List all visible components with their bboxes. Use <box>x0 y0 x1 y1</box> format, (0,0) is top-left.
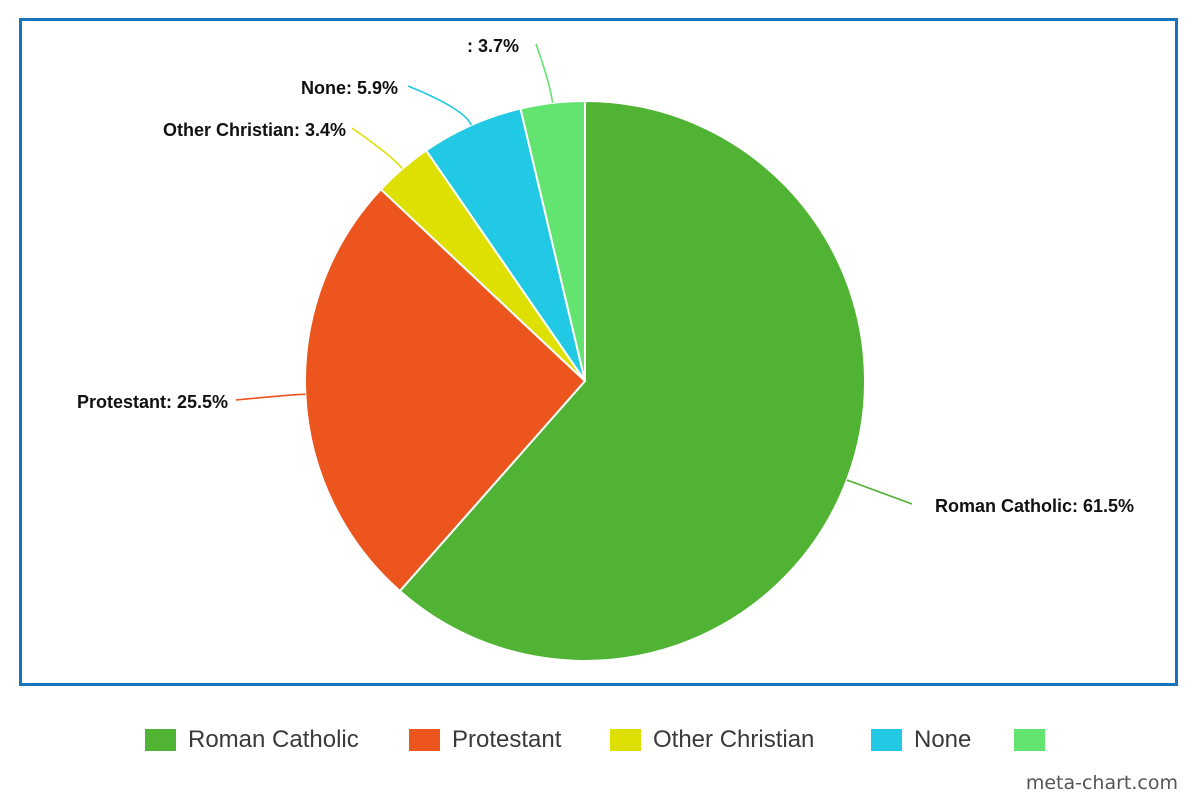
pie-slice-unlabeled[interactable] <box>519 99 586 382</box>
legend-swatch <box>409 729 440 751</box>
legend: Roman Catholic Protestant Other Christian N… <box>0 722 1200 758</box>
legend-item[interactable]: Other Christian <box>610 722 814 758</box>
legend-swatch <box>1014 729 1045 751</box>
legend-item[interactable] <box>1014 722 1057 758</box>
leader-line <box>535 43 554 103</box>
legend-swatch <box>145 729 176 751</box>
legend-item[interactable]: Roman Catholic <box>145 722 359 758</box>
slice-data-label: None: 5.9% <box>301 78 398 98</box>
leader-line <box>235 393 306 401</box>
slice-data-label: Protestant: 25.5% <box>77 392 228 412</box>
leader-line <box>351 127 404 170</box>
leader-line <box>846 479 913 505</box>
slice-data-label: Other Christian: 3.4% <box>163 120 346 140</box>
leader-line <box>407 85 473 126</box>
legend-item[interactable]: Protestant <box>409 722 561 758</box>
legend-label: Roman Catholic <box>188 726 359 753</box>
watermark: meta-chart.com <box>1025 772 1178 794</box>
legend-swatch <box>610 729 641 751</box>
legend-label: Protestant <box>452 726 562 753</box>
legend-label: None <box>914 726 972 753</box>
slice-data-label: Roman Catholic: 61.5% <box>935 496 1134 516</box>
legend-swatch <box>871 729 902 751</box>
slice-data-label: : 3.7% <box>467 36 519 56</box>
pie-slice-protestant[interactable] <box>304 187 587 593</box>
legend-item[interactable]: None <box>871 722 971 758</box>
legend-label: Other Christian <box>653 726 815 753</box>
